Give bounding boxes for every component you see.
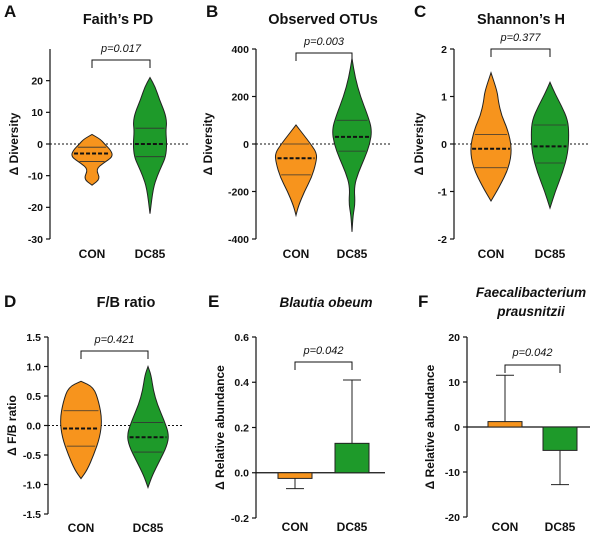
y-axis-label: Δ Diversity	[412, 112, 426, 175]
x-tick-label: CON	[283, 247, 310, 261]
y-axis-label: Δ Diversity	[7, 112, 21, 175]
x-tick-label: DC85	[535, 247, 566, 261]
x-tick-label: CON	[478, 247, 505, 261]
significance-bracket	[295, 52, 353, 61]
bar-con	[277, 472, 313, 479]
violin-con	[71, 133, 113, 186]
y-tick-label: -1	[438, 186, 447, 198]
y-tick-label: -2	[438, 234, 447, 246]
y-tick-label: 0.4	[234, 377, 249, 389]
violin-dc85	[332, 58, 372, 232]
p-value-label: p=0.003	[303, 36, 345, 48]
y-tick-label: 0.5	[26, 391, 41, 403]
x-tick-label: DC85	[133, 521, 164, 535]
bar-dc85	[334, 442, 370, 474]
y-tick-label: 400	[231, 44, 249, 56]
panel-letter: D	[4, 292, 16, 311]
violin-con	[60, 380, 102, 480]
panel-title-line2: prausnitzii	[496, 304, 565, 319]
y-tick-label: 10	[448, 377, 460, 389]
bar-con	[487, 421, 523, 428]
panel-e: E Blautia obeum -0.2 0.0 0.2 0.4 0.6 Δ Relative…	[208, 292, 385, 534]
p-value-label: p=0.042	[511, 347, 552, 359]
y-tick-label: 200	[231, 91, 249, 103]
y-tick-label: -1.5	[23, 509, 41, 521]
y-tick-label: 1.5	[26, 332, 41, 344]
x-tick-label: CON	[492, 520, 519, 534]
significance-bracket	[504, 364, 561, 373]
y-tick-label: 1.0	[26, 361, 41, 373]
y-tick-label: 0	[37, 139, 43, 151]
panel-title: F/B ratio	[97, 295, 156, 311]
p-value-label: p=0.377	[499, 32, 541, 44]
y-tick-label: 0	[243, 139, 249, 151]
panel-d: D F/B ratio -1.5 -1.0 -0.5 0.0 0.5 1.0 1.5 Δ F/B …	[4, 292, 184, 535]
y-tick-label: -0.5	[23, 450, 41, 462]
panel-f: F Faecalibacterium prausnitzii -20 -10 0 10 20 Δ…	[418, 285, 590, 534]
y-axis-label: Δ Relative abundance	[213, 365, 227, 490]
x-tick-label: DC85	[135, 247, 166, 261]
bar-dc85	[542, 426, 578, 451]
y-tick-label: -10	[28, 170, 43, 182]
panel-title: Blautia obeum	[279, 295, 372, 310]
significance-bracket	[91, 59, 151, 68]
violin-dc85	[127, 365, 169, 489]
violin-con	[470, 71, 512, 202]
y-tick-label: 0.2	[234, 422, 249, 434]
x-tick-label: CON	[79, 247, 106, 261]
y-axis-label: Δ Diversity	[201, 112, 215, 175]
y-tick-label: 20	[31, 75, 43, 87]
y-tick-label: -20	[28, 202, 43, 214]
y-tick-label: 10	[31, 107, 43, 119]
y-tick-label: -10	[445, 467, 460, 479]
panel-b: B Observed OTUs -400 -200 0 200 400 Δ Diversity…	[201, 2, 390, 261]
panel-letter: A	[4, 2, 16, 21]
x-tick-label: CON	[282, 520, 309, 534]
panel-c: C Shannon’s H -2 -1 0 1 2 Δ Diversity CON DC85 p=0…	[412, 2, 590, 261]
y-tick-label: 0	[454, 422, 460, 434]
panel-title: Shannon’s H	[477, 12, 565, 28]
y-tick-label: -400	[228, 234, 249, 246]
significance-bracket	[80, 350, 149, 359]
violin-dc85	[530, 81, 570, 210]
y-tick-label: 0.0	[234, 468, 249, 480]
p-value-label: p=0.042	[302, 345, 343, 357]
significance-bracket	[490, 48, 551, 57]
y-tick-label: 20	[448, 332, 460, 344]
panel-letter: F	[418, 292, 428, 311]
panel-letter: E	[208, 292, 219, 311]
y-axis-label: Δ F/B ratio	[5, 395, 19, 456]
y-tick-label: -1.0	[23, 479, 41, 491]
significance-bracket	[294, 361, 353, 370]
p-value-label: p=0.421	[93, 334, 134, 346]
y-tick-label: -200	[228, 186, 249, 198]
y-tick-label: -0.2	[231, 513, 249, 525]
panel-letter: B	[206, 2, 218, 21]
y-tick-label: 2	[441, 44, 447, 56]
y-tick-label: 0	[441, 139, 447, 151]
x-tick-label: CON	[68, 521, 95, 535]
x-tick-label: DC85	[545, 520, 576, 534]
y-tick-label: 0.6	[234, 332, 249, 344]
x-tick-label: DC85	[337, 247, 368, 261]
panel-title: Faith’s PD	[83, 12, 153, 28]
y-axis-label: Δ Relative abundance	[423, 364, 437, 489]
panel-title: Observed OTUs	[268, 12, 378, 28]
violin-con	[274, 124, 318, 218]
violin-dc85	[132, 76, 168, 214]
y-tick-label: -30	[28, 234, 43, 246]
p-value-label: p=0.017	[100, 43, 142, 55]
panel-a: A Faith’s PD -30 -20 -10 0 10 20 Δ Diversity CON D…	[4, 2, 188, 261]
y-tick-label: 0.0	[26, 420, 41, 432]
panel-title: Faecalibacterium	[476, 285, 586, 300]
y-tick-label: -20	[445, 512, 460, 524]
y-tick-label: 1	[441, 91, 447, 103]
panel-letter: C	[414, 2, 426, 21]
x-tick-label: DC85	[337, 520, 368, 534]
